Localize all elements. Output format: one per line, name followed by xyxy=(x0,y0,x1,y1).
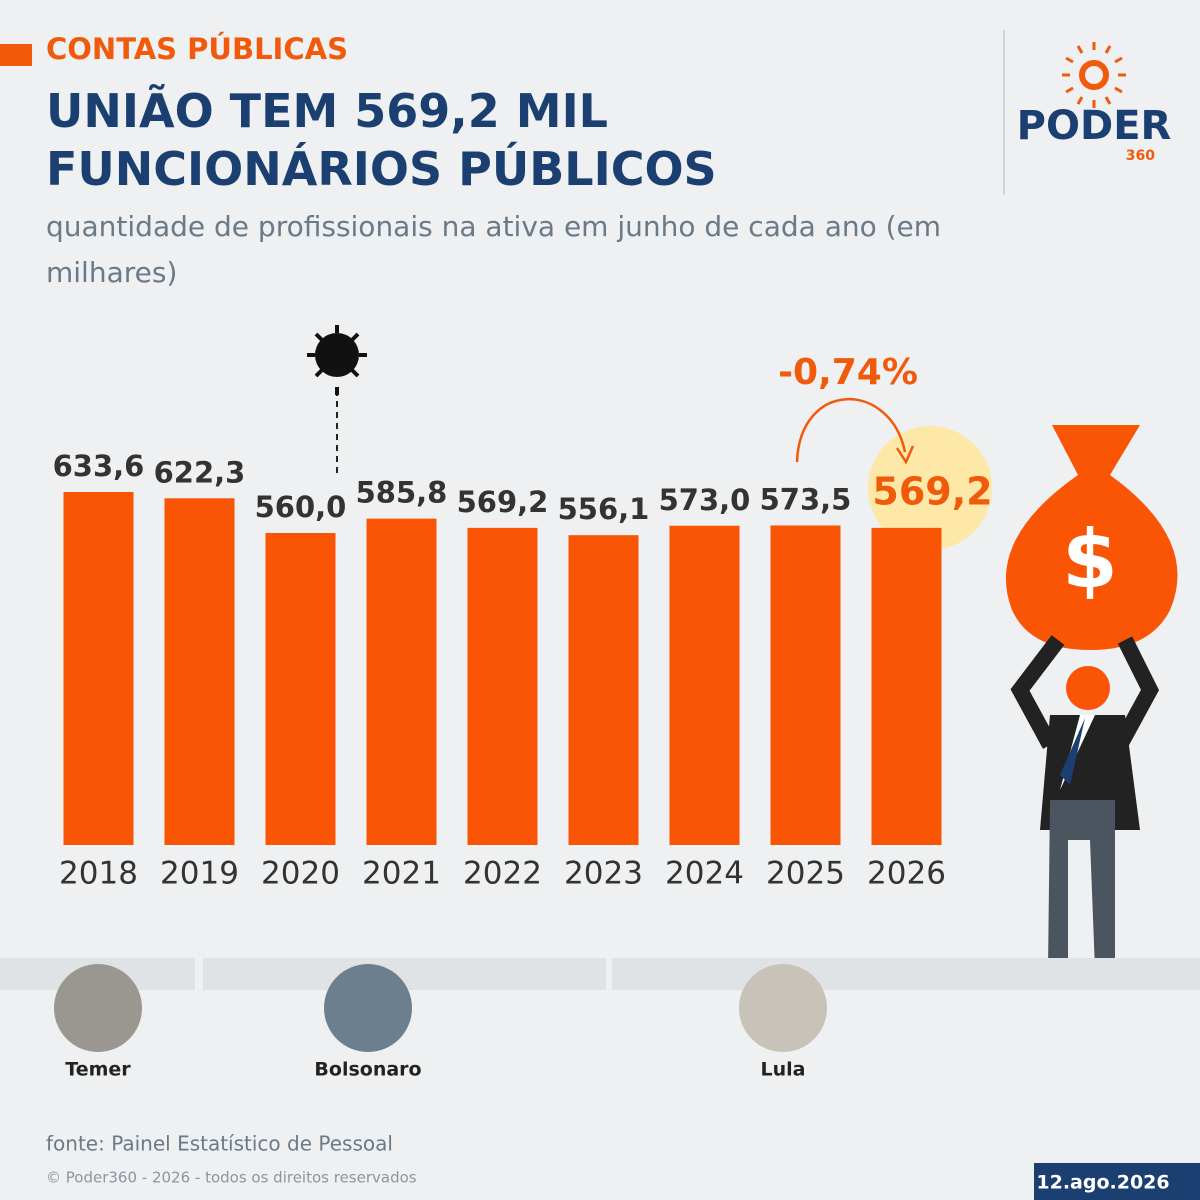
bar xyxy=(366,518,437,845)
x-tick-label: 2023 xyxy=(564,856,643,892)
president-photo xyxy=(324,964,412,1052)
covid-icon xyxy=(307,325,367,476)
change-arrow xyxy=(795,398,907,463)
change-annotation: -0,74% xyxy=(778,352,918,393)
highlight-circle xyxy=(868,426,992,550)
value-label: 573,5 xyxy=(760,482,852,516)
chart-subtitle: quantidade de profissionais na ativa em … xyxy=(46,210,942,289)
date: 12.ago.2026 xyxy=(1036,1172,1169,1194)
value-label: 569,2 xyxy=(457,485,549,519)
dollar-sign: $ xyxy=(1062,513,1118,606)
bar xyxy=(467,527,538,845)
source: fonte: Painel Estatístico de Pessoal xyxy=(46,1132,393,1156)
value-label: 569,2 xyxy=(872,469,992,513)
kicker-bar xyxy=(0,44,32,66)
value-label: 585,8 xyxy=(356,476,448,510)
value-label: 622,3 xyxy=(154,455,246,489)
term-strip xyxy=(612,958,1200,990)
president-name: Lula xyxy=(761,1059,806,1081)
x-tick-label: 2019 xyxy=(160,856,239,892)
x-tick-label: 2022 xyxy=(463,856,542,892)
copyright: © Poder360 - 2026 - todos os direitos re… xyxy=(46,1169,417,1187)
logo-number: 360 xyxy=(1126,148,1155,164)
bar xyxy=(568,535,639,845)
date-box xyxy=(1034,1163,1200,1200)
chart-title: UNIÃO TEM 569,2 MIL FUNCIONÁRIOS PÚBLICO… xyxy=(46,84,717,196)
value-label: 633,6 xyxy=(53,449,145,483)
bar xyxy=(871,527,942,845)
x-tick-label: 2018 xyxy=(59,856,138,892)
x-tick-label: 2024 xyxy=(665,856,744,892)
value-label: 573,0 xyxy=(659,483,751,517)
bar xyxy=(265,533,336,845)
value-label: 556,1 xyxy=(558,492,650,526)
figure-illustration: $ xyxy=(1005,425,1178,970)
logo-name: PODER xyxy=(1017,103,1172,149)
president-name: Bolsonaro xyxy=(314,1059,421,1081)
x-tick-label: 2021 xyxy=(362,856,441,892)
kicker: CONTAS PÚBLICAS xyxy=(46,32,348,66)
bar xyxy=(63,491,134,845)
bar xyxy=(164,498,235,845)
x-tick-label: 2025 xyxy=(766,856,845,892)
x-tick-label: 2026 xyxy=(867,856,946,892)
value-label: 560,0 xyxy=(255,490,347,524)
x-tick-label: 2020 xyxy=(261,856,340,892)
bar xyxy=(669,525,740,845)
president-photo xyxy=(54,964,142,1052)
president-name: Temer xyxy=(65,1059,131,1081)
president-photo xyxy=(739,964,827,1052)
logo-sun xyxy=(1062,42,1126,108)
arrow-head xyxy=(895,445,915,465)
bar xyxy=(770,525,841,845)
